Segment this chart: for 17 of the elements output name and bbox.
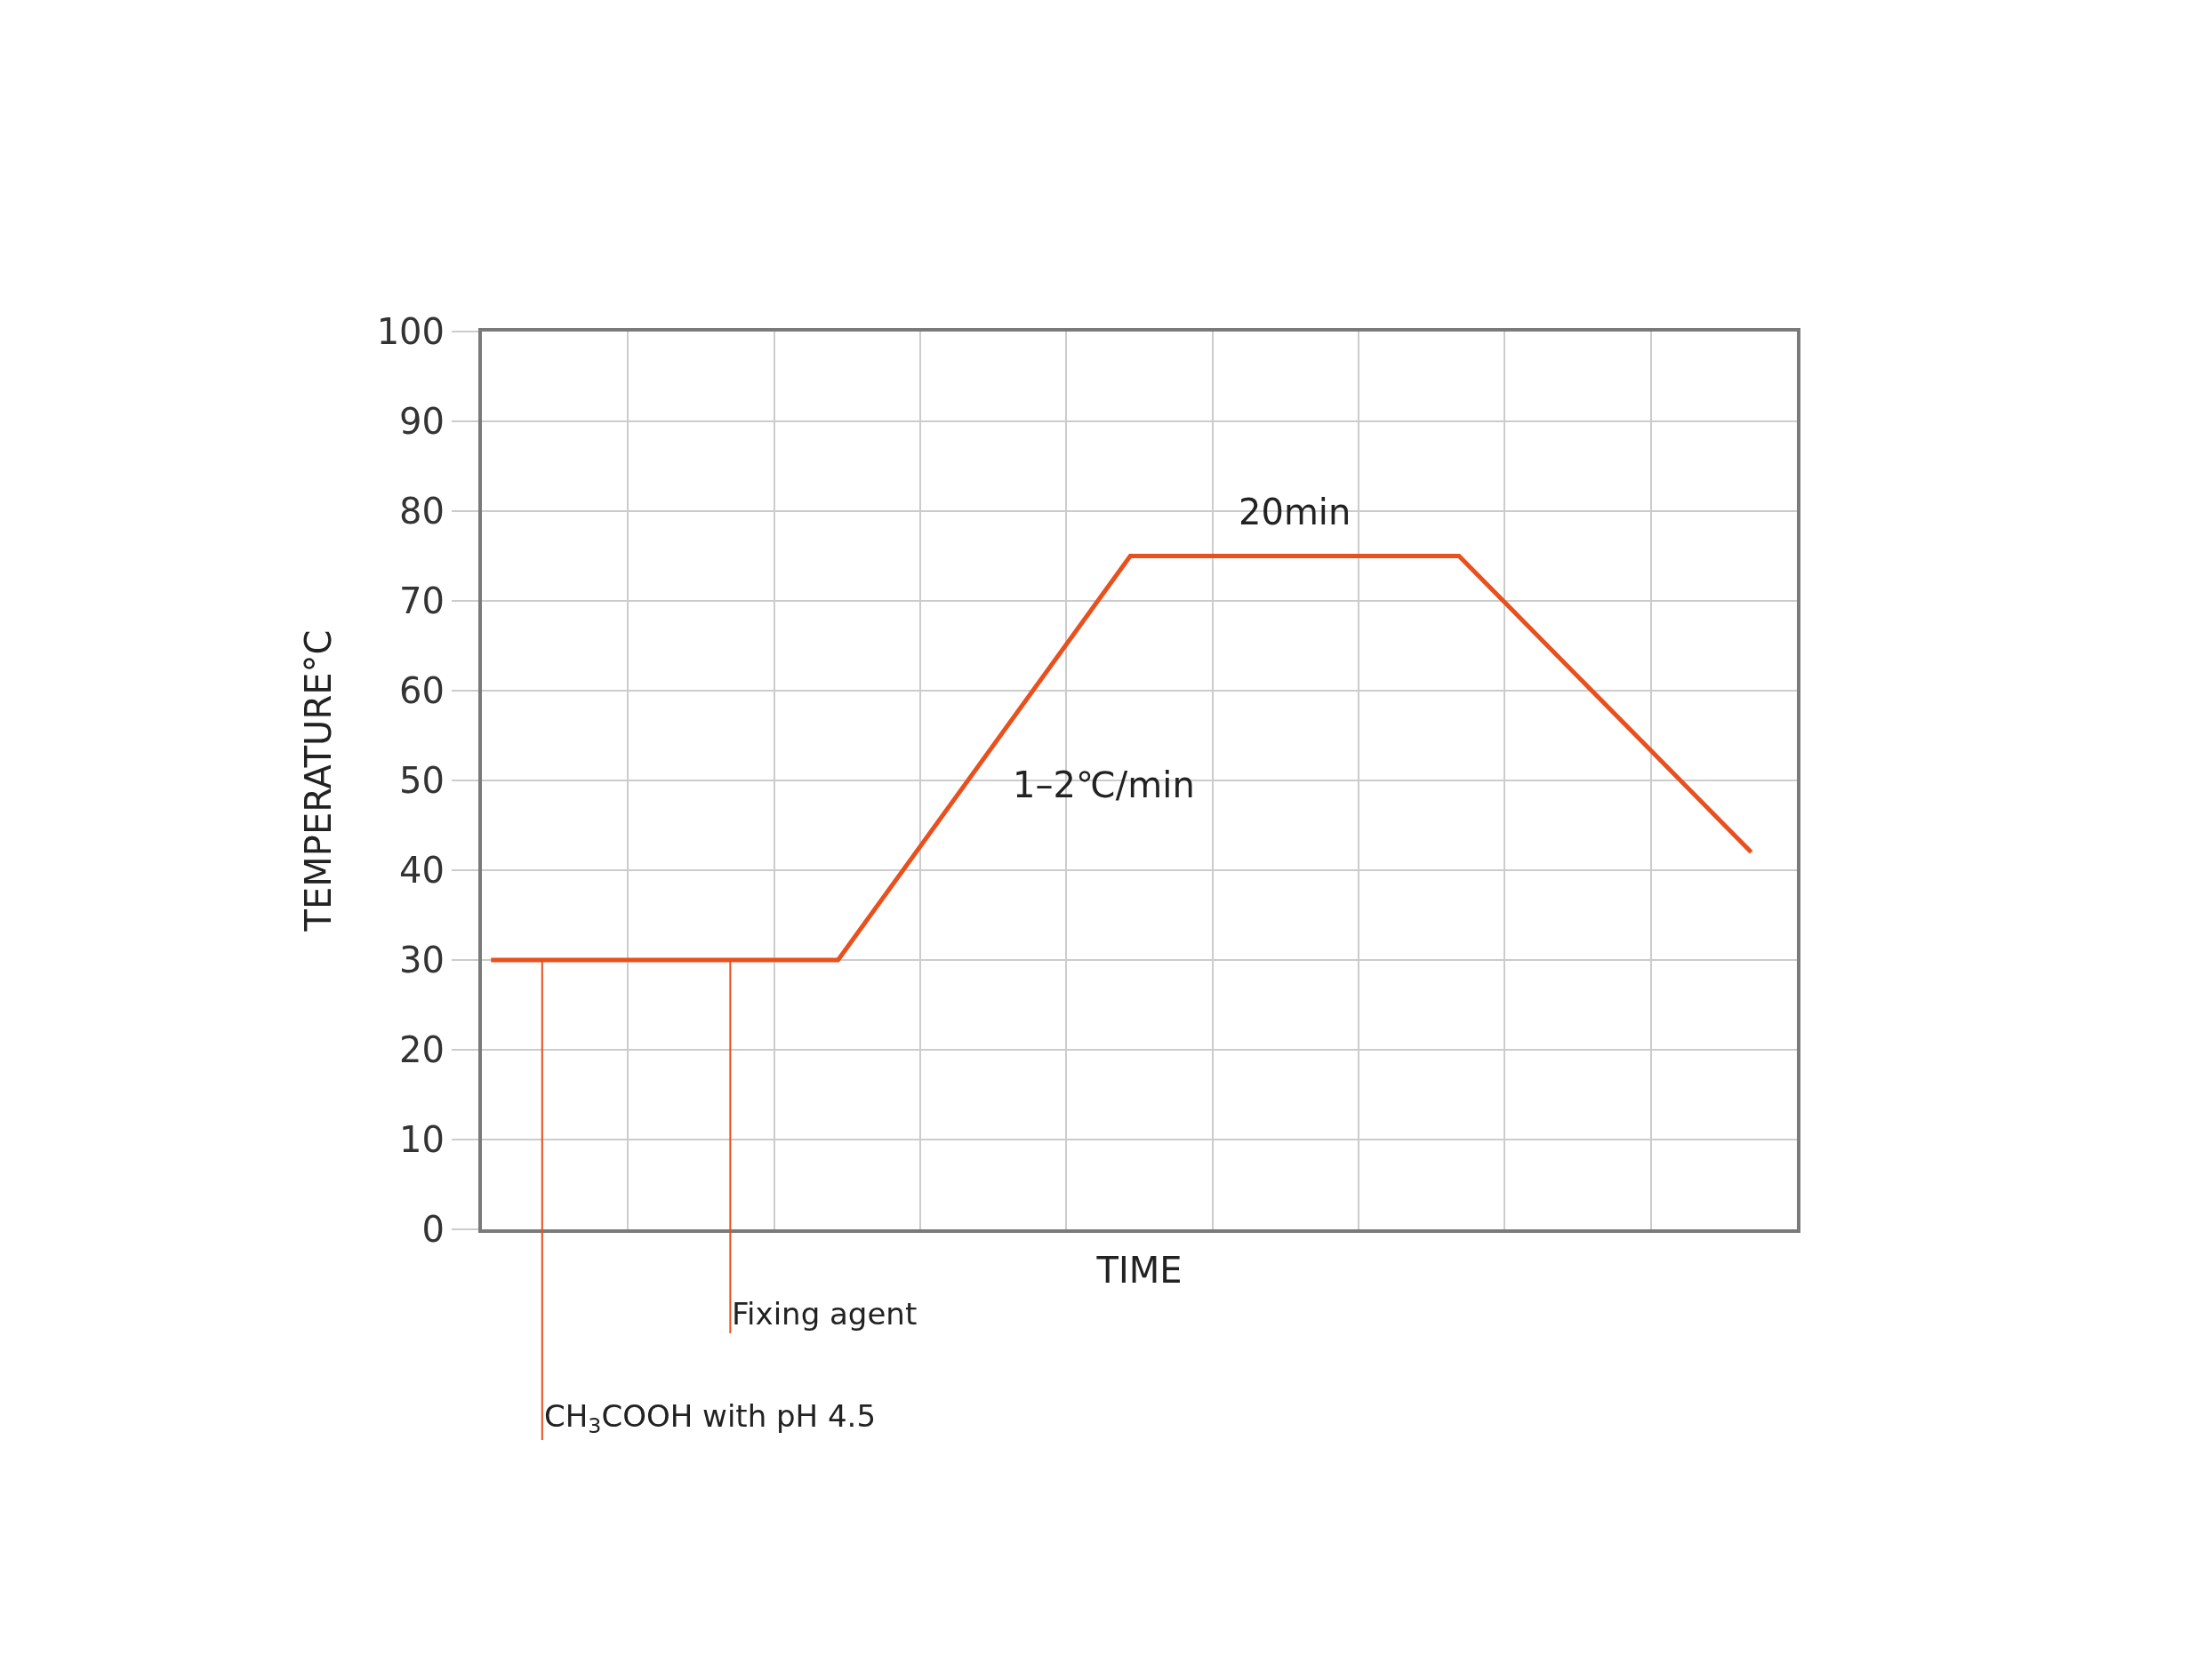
y-axis-title: TEMPERATURE°C: [297, 629, 339, 932]
y-tick-label: 20: [399, 1029, 445, 1070]
text: Fixing agent: [732, 1296, 918, 1332]
y-tick-label: 0: [421, 1209, 445, 1250]
y-tick-label: 50: [399, 760, 445, 801]
y-tick-label: 100: [376, 311, 445, 352]
y-tick-label: 40: [399, 850, 445, 891]
y-tick-label: 60: [399, 670, 445, 711]
x-axis-title: TIME: [1095, 1250, 1183, 1291]
annotation: 1–2℃/min: [1013, 764, 1195, 805]
y-tick-label: 70: [399, 580, 445, 621]
text: CH$_{3}$COOH with pH 4.5: [544, 1398, 877, 1439]
y-tick-label: 90: [399, 401, 445, 442]
y-tick-label: 10: [399, 1119, 445, 1160]
y-tick-label: 30: [399, 940, 445, 980]
y-tick-label: 80: [399, 491, 445, 532]
annotation: 20min: [1239, 492, 1351, 532]
